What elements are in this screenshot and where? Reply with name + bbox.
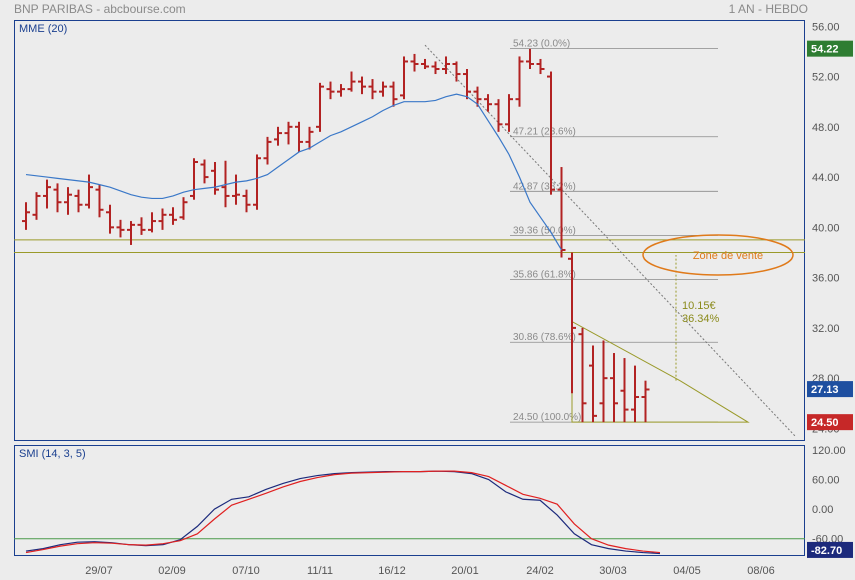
x-tick-label: 04/05 bbox=[673, 565, 701, 577]
mme-line bbox=[25, 93, 563, 251]
x-tick-label: 11/11 bbox=[307, 565, 333, 577]
mme-label: MME (20) bbox=[19, 23, 68, 35]
y-tick-label: 52.00 bbox=[812, 72, 840, 84]
fib-level-label: 39.36 (50.0%) bbox=[513, 225, 576, 236]
price-badge bbox=[807, 381, 853, 398]
smi-label: SMI (14, 3, 5) bbox=[19, 448, 86, 460]
x-tick-label: 24/02 bbox=[526, 565, 554, 577]
x-tick-label: 30/03 bbox=[599, 565, 627, 577]
price-badge bbox=[807, 414, 853, 431]
price-badge-label: 24.50 bbox=[811, 417, 839, 429]
target-amount: 10.15€ bbox=[682, 300, 716, 312]
x-tick-label: 02/09 bbox=[158, 565, 186, 577]
fib-level-label: 54.23 (0.0%) bbox=[513, 39, 570, 50]
chart-title: BNP PARIBAS - abcbourse.com bbox=[14, 2, 186, 16]
smi-signal-line bbox=[25, 470, 661, 554]
y-tick-label: 56.00 bbox=[812, 21, 840, 33]
smi-y-tick-label: 0.00 bbox=[812, 504, 833, 516]
smi-y-tick-label: 120.00 bbox=[812, 445, 846, 457]
x-tick-label: 16/12 bbox=[378, 565, 406, 577]
y-tick-label: 44.00 bbox=[812, 172, 840, 184]
sell-zone-label: Zone de vente bbox=[693, 250, 763, 262]
chart-period: 1 AN - HEBDO bbox=[728, 2, 808, 16]
trend-line bbox=[424, 44, 796, 437]
descending-triangle bbox=[571, 320, 750, 423]
y-tick-label: 36.00 bbox=[812, 273, 840, 285]
fib-level-label: 30.86 (78.6%) bbox=[513, 332, 576, 343]
fib-level-label: 42.87 (38.2%) bbox=[513, 181, 576, 192]
fib-level-label: 24.50 (100.0%) bbox=[513, 412, 581, 423]
sell-zone-ellipse bbox=[642, 234, 794, 276]
x-tick-label: 08/06 bbox=[747, 565, 775, 577]
fib-level-label: 35.86 (61.8%) bbox=[513, 269, 576, 280]
fib-level-label: 47.21 (23.6%) bbox=[513, 127, 576, 138]
y-tick-label: 32.00 bbox=[812, 323, 840, 335]
price-panel: MME (20) bbox=[14, 20, 805, 441]
price-badge-label: 54.22 bbox=[811, 44, 839, 56]
x-tick-label: 29/07 bbox=[85, 565, 113, 577]
smi-badge bbox=[807, 541, 853, 558]
smi-y-tick-label: 60.00 bbox=[812, 475, 840, 487]
x-tick-label: 07/10 bbox=[232, 565, 260, 577]
smi-panel: SMI (14, 3, 5) bbox=[14, 445, 805, 556]
x-tick-label: 20/01 bbox=[451, 565, 479, 577]
y-tick-label: 48.00 bbox=[812, 122, 840, 134]
target-percent: 36.34% bbox=[682, 313, 720, 325]
y-tick-label: 40.00 bbox=[812, 222, 840, 234]
smi-badge-label: -82.70 bbox=[811, 545, 842, 557]
price-badge-label: 27.13 bbox=[811, 384, 839, 396]
price-badge bbox=[807, 40, 853, 57]
